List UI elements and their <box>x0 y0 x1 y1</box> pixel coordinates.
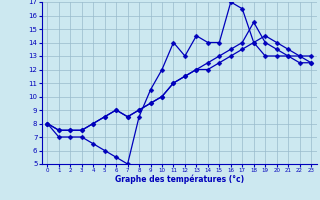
X-axis label: Graphe des températures (°c): Graphe des températures (°c) <box>115 175 244 184</box>
